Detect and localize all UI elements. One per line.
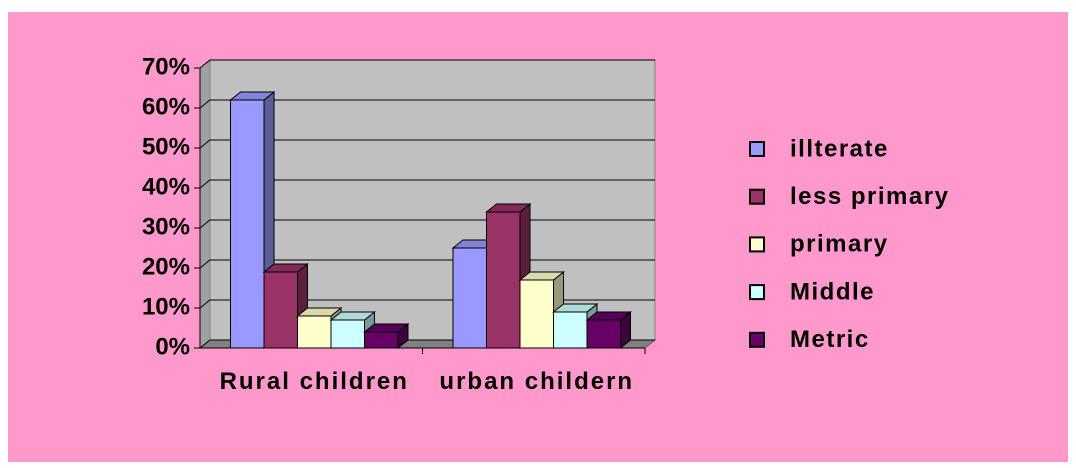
y-tick-label: 10% xyxy=(142,293,190,320)
grid-line xyxy=(199,59,655,69)
bar-front xyxy=(519,279,554,349)
legend-swatch xyxy=(749,236,765,253)
legend-label: less primary xyxy=(790,183,949,210)
side-wall xyxy=(199,58,211,350)
bar-front xyxy=(330,319,365,349)
bar-front xyxy=(297,315,332,349)
y-tick-label: 0% xyxy=(155,333,190,360)
legend-swatch xyxy=(749,188,765,205)
legend-label: Metric xyxy=(790,326,870,353)
bar-front xyxy=(230,99,265,349)
bar-front xyxy=(553,311,588,349)
bar-front xyxy=(452,247,487,349)
grid-line xyxy=(199,99,655,109)
grid-line xyxy=(199,179,655,189)
bar-front xyxy=(364,331,399,349)
legend-label: Middle xyxy=(790,278,875,305)
bar xyxy=(585,310,632,350)
y-tick-label: 40% xyxy=(142,173,190,200)
bar-front xyxy=(586,319,621,349)
legend-label: illterate xyxy=(790,135,889,162)
x-tick-label: Rural children xyxy=(219,368,409,395)
y-tick-label: 70% xyxy=(142,53,190,80)
y-tick-label: 30% xyxy=(142,213,190,240)
y-tick-label: 50% xyxy=(142,133,190,160)
x-tick-label: urban childern xyxy=(439,368,635,395)
legend-swatch xyxy=(749,331,765,348)
bar-front xyxy=(263,271,298,349)
legend-label: primary xyxy=(790,231,889,258)
bar-front xyxy=(486,211,521,349)
grid-line xyxy=(199,139,655,149)
legend-swatch xyxy=(749,141,765,157)
legend-swatch xyxy=(749,284,765,301)
bar xyxy=(363,322,410,350)
y-tick-label: 60% xyxy=(142,93,190,120)
y-tick-label: 20% xyxy=(142,253,190,280)
